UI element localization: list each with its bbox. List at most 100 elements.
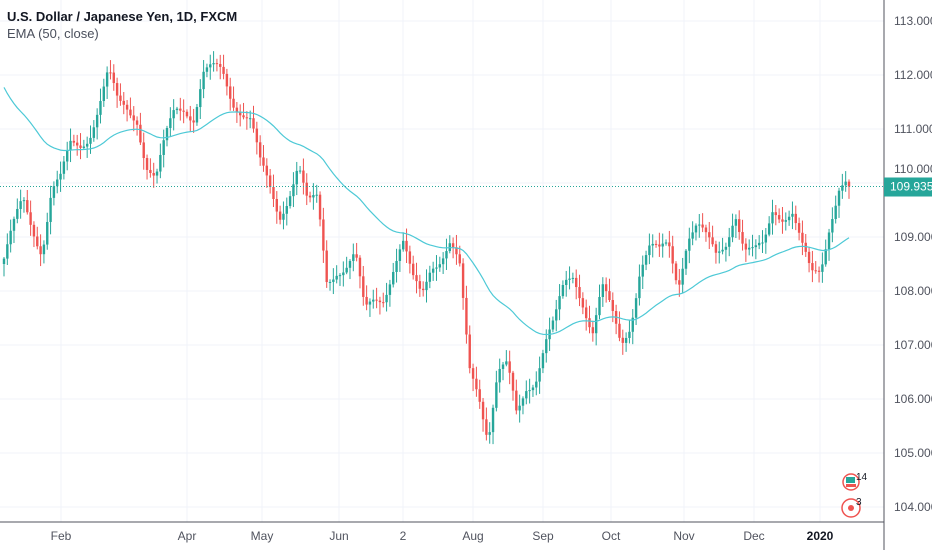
- candle-body: [601, 284, 605, 297]
- candle-body: [578, 287, 581, 299]
- candle-body: [79, 145, 82, 148]
- candle: [355, 242, 358, 262]
- candle-body: [72, 140, 76, 143]
- candle: [581, 292, 585, 315]
- candle: [764, 227, 768, 254]
- candle-body: [438, 264, 442, 268]
- time-tick-label: 2: [399, 529, 407, 543]
- candle: [99, 88, 102, 124]
- candle: [36, 226, 39, 250]
- candle-body: [811, 263, 814, 271]
- candle: [135, 116, 139, 136]
- candle-body: [285, 206, 288, 214]
- candle: [345, 256, 348, 275]
- candle-body: [405, 240, 408, 252]
- candle: [704, 224, 708, 242]
- candle-body: [681, 268, 684, 285]
- candle: [372, 289, 375, 309]
- candle: [837, 187, 841, 218]
- candle-body: [475, 378, 478, 390]
- candle-body: [791, 213, 794, 217]
- candle-body: [651, 243, 654, 246]
- candle-body: [275, 198, 278, 212]
- candle-body: [189, 116, 192, 121]
- candle-body: [42, 244, 46, 255]
- dividends-icon[interactable]: [841, 498, 861, 518]
- candle-body: [85, 143, 89, 147]
- candle-body: [654, 243, 658, 245]
- candle: [784, 212, 787, 231]
- candle-body: [342, 272, 345, 276]
- candle: [338, 273, 342, 286]
- candle: [285, 197, 288, 226]
- candle-body: [551, 320, 555, 330]
- candle-body: [508, 361, 511, 373]
- candle-body: [545, 339, 548, 354]
- candle: [738, 210, 741, 240]
- candle: [275, 191, 278, 224]
- candle-body: [239, 112, 242, 116]
- candle-body: [19, 201, 22, 209]
- candle-body: [491, 407, 495, 433]
- candle-body: [801, 232, 804, 243]
- candle: [761, 230, 764, 254]
- candle: [162, 129, 165, 168]
- candle: [741, 219, 744, 251]
- candle-body: [618, 323, 621, 338]
- price-tick-label: 112.000: [894, 68, 932, 82]
- candle: [22, 197, 26, 213]
- candle: [382, 292, 385, 308]
- candle-body: [718, 251, 721, 253]
- candle-body: [728, 237, 731, 247]
- candle-body: [485, 419, 488, 435]
- candle-body: [248, 118, 252, 120]
- candle: [518, 394, 521, 423]
- candle: [841, 173, 844, 199]
- candle-body: [478, 389, 481, 402]
- chart-legend: U.S. Dollar / Japanese Yen, 1D, FXCM EMA…: [7, 8, 237, 42]
- candle: [551, 316, 555, 333]
- candle-body: [734, 219, 738, 226]
- candle: [75, 134, 79, 156]
- candle: [26, 189, 29, 215]
- candle: [478, 379, 481, 409]
- time-tick-label: Nov: [673, 529, 695, 543]
- candle: [711, 225, 714, 247]
- candle: [169, 107, 172, 137]
- earnings-icon[interactable]: [842, 473, 860, 491]
- candle-body: [518, 405, 521, 411]
- candle: [49, 185, 52, 235]
- candle: [9, 219, 12, 253]
- candle: [302, 158, 305, 195]
- candle: [19, 189, 22, 219]
- candle: [431, 261, 435, 281]
- candle: [411, 255, 415, 280]
- candle-body: [175, 108, 179, 111]
- candle: [614, 304, 618, 335]
- candle: [92, 120, 96, 142]
- candle: [328, 279, 332, 291]
- candle-body: [708, 232, 711, 238]
- candle: [145, 154, 149, 180]
- symbol-title[interactable]: U.S. Dollar / Japanese Yen, 1D, FXCM: [7, 9, 238, 24]
- price-tick-label: 108.000: [894, 284, 932, 298]
- candle: [239, 104, 242, 127]
- candle-body: [182, 110, 185, 112]
- candle: [734, 214, 738, 239]
- candle-body: [804, 242, 807, 252]
- candle: [219, 54, 222, 80]
- ema-indicator-label[interactable]: EMA (50, close): [7, 26, 99, 41]
- candle: [229, 77, 232, 111]
- candle: [195, 103, 199, 126]
- candle-body: [634, 298, 638, 318]
- candle-body: [754, 245, 758, 248]
- candle: [508, 350, 511, 385]
- candle-body: [75, 142, 79, 146]
- candle: [575, 269, 578, 300]
- candle-body: [441, 258, 445, 265]
- candle-body: [322, 219, 325, 251]
- candle: [794, 205, 797, 231]
- candle-body: [701, 224, 704, 228]
- candle-body: [834, 205, 837, 220]
